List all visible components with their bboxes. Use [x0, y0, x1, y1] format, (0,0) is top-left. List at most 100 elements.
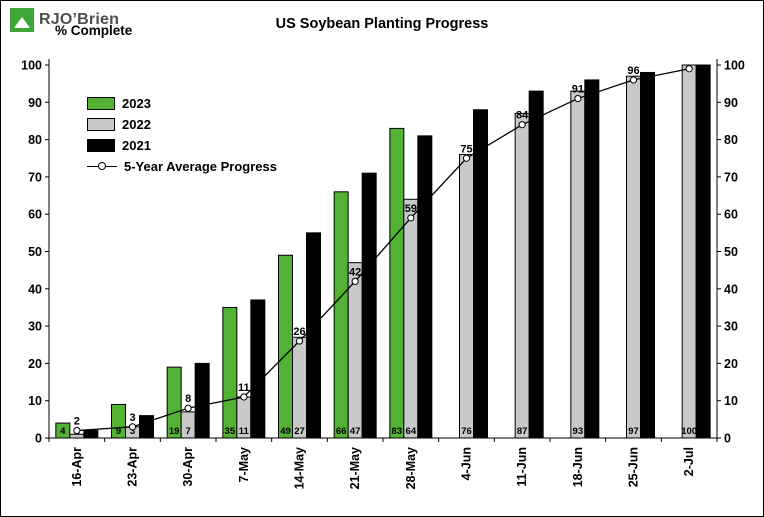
y-tick-label-left: 70: [28, 170, 42, 184]
y-axis-title: % Complete: [55, 23, 133, 38]
legend-label-average: 5-Year Average Progress: [124, 158, 277, 174]
bar-2021: [473, 109, 488, 439]
y-tick-label-left: 40: [28, 282, 42, 296]
bar-value-label-2022: 7: [186, 426, 191, 437]
bar-2023: [333, 191, 349, 439]
y-tick-label-right: 30: [724, 320, 738, 334]
bar-2021: [584, 79, 600, 439]
y-tick-label-left: 60: [28, 208, 42, 222]
y-tick-label-right: 50: [724, 245, 738, 259]
average-value-label: 26: [293, 326, 305, 338]
x-tick-label: 25-Jun: [627, 447, 641, 487]
bar-2022: [347, 262, 363, 439]
x-tick-label: 4-Jun: [460, 447, 474, 480]
y-tick-label-left: 90: [28, 96, 42, 110]
legend-item-2023: 2023: [87, 95, 277, 111]
x-tick-label: 21-May: [348, 447, 362, 489]
y-tick-label-left: 80: [28, 133, 42, 147]
bar-2021: [194, 362, 210, 439]
average-point-marker: [295, 337, 304, 345]
bar-2023: [55, 422, 71, 439]
legend-swatch-2022: [87, 117, 115, 131]
y-tick-label-left: 30: [28, 320, 42, 334]
bar-value-label-2022: 100: [681, 426, 697, 437]
open-circle-marker-icon: [98, 162, 106, 170]
bar-2021: [695, 64, 711, 439]
x-tick-label: 2-Jul: [682, 447, 696, 476]
bar-2021: [528, 90, 544, 439]
average-point-marker: [518, 121, 526, 129]
y-tick-label-right: 20: [724, 357, 738, 371]
bar-value-label-2023: 4: [60, 426, 66, 437]
legend-item-average: 5-Year Average Progress: [87, 158, 277, 174]
bar-value-label-2022: 11: [239, 426, 250, 437]
average-line: [76, 68, 690, 432]
x-tick-label: 14-May: [293, 447, 307, 489]
bar-value-label-2023: 66: [336, 426, 347, 437]
bar-2023: [222, 306, 238, 439]
average-value-label: 84: [516, 110, 529, 122]
bar-2021: [417, 135, 433, 439]
x-tick-label: 28-May: [404, 447, 418, 489]
bar-value-label-2023: 49: [280, 426, 291, 437]
y-tick-label-left: 0: [35, 432, 42, 446]
average-value-label: 59: [405, 203, 417, 215]
average-value-label: 75: [460, 143, 472, 155]
bar-2023: [278, 254, 293, 439]
y-tick-label-right: 60: [724, 208, 738, 222]
legend-swatch-2021: [87, 138, 115, 152]
y-tick-label-left: 10: [28, 394, 42, 408]
bar-2023: [111, 403, 126, 439]
average-point-marker: [184, 404, 192, 412]
bar-value-label-2022: 64: [406, 426, 417, 437]
average-value-label: 3: [129, 412, 135, 424]
rjo-brien-logo-text: RJO’Brien: [39, 11, 120, 28]
average-value-label: 8: [185, 393, 191, 405]
average-point-marker: [629, 76, 638, 84]
bar-value-label-2022: 76: [461, 426, 472, 437]
bar-2021: [640, 71, 655, 439]
y-tick-label-right: 40: [724, 282, 738, 296]
bar-value-label-2022: 47: [350, 426, 361, 437]
legend-average-line-icon: [87, 162, 117, 170]
bar-2022: [292, 336, 307, 439]
bar-2021: [83, 430, 99, 439]
rjo-brien-logo-icon: [10, 8, 34, 32]
average-point-marker: [407, 214, 415, 222]
bar-value-label-2022: 27: [294, 426, 305, 437]
legend-item-2021: 2021: [87, 137, 277, 153]
bar-2023: [166, 366, 182, 439]
legend-label-2023: 2023: [122, 95, 151, 111]
average-point-marker: [240, 393, 248, 401]
bar-value-label-2023: 9: [116, 426, 121, 437]
y-tick-label-left: 100: [21, 59, 42, 73]
bar-2021: [250, 299, 266, 439]
average-value-label: 96: [627, 65, 639, 77]
bar-value-label-2022: 3: [130, 426, 135, 437]
legend-label-2021: 2021: [122, 137, 151, 153]
y-tick-label-left: 20: [28, 357, 42, 371]
x-tick-label: 16-Apr: [70, 447, 84, 487]
bar-2021: [139, 415, 154, 439]
average-point-marker: [462, 154, 471, 162]
chart-legend: 2023 2022 2021 5-Year Average Progress: [87, 95, 277, 174]
bar-value-label-2022: 93: [573, 426, 584, 437]
legend-item-2022: 2022: [87, 116, 277, 132]
average-value-label: 91: [572, 84, 584, 96]
average-value-label: 42: [349, 266, 361, 278]
rjo-brien-logo: RJO’Brien: [10, 8, 119, 32]
bar-2022: [403, 198, 419, 439]
bar-2022: [514, 112, 530, 439]
bar-2022: [570, 90, 586, 439]
x-tick-label: 18-Jun: [571, 447, 585, 487]
chart-title: US Soybean Planting Progress: [275, 16, 489, 32]
bar-value-label-2023: 19: [169, 426, 180, 437]
average-value-label: 2: [74, 416, 80, 428]
y-tick-label-left: 50: [28, 245, 42, 259]
y-tick-label-right: 70: [724, 170, 738, 184]
bar-value-label-2023: 35: [225, 426, 236, 437]
x-tick-label: 30-Apr: [181, 447, 195, 487]
legend-swatch-2023: [87, 96, 115, 110]
